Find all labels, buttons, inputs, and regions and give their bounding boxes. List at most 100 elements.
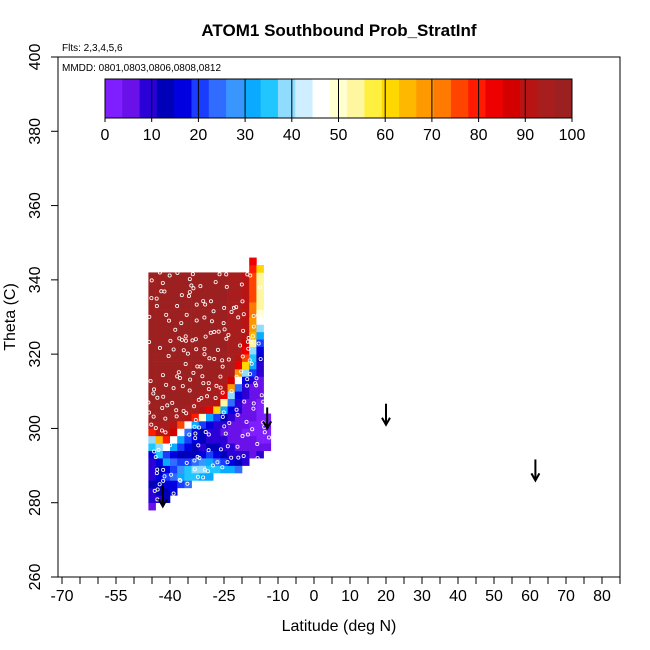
sample-point	[236, 315, 241, 320]
colorbar-swatch	[277, 79, 296, 118]
heat-cell	[148, 435, 156, 444]
sample-point	[238, 343, 243, 348]
heat-cell	[155, 391, 164, 400]
sample-point	[244, 419, 249, 424]
heat-cell	[206, 361, 214, 370]
heat-cell	[249, 361, 257, 370]
x-tick-label: -10	[266, 588, 289, 605]
heat-cell	[184, 361, 192, 370]
heat-cell	[249, 391, 257, 400]
heat-cell	[162, 406, 171, 414]
heat-cell	[177, 287, 185, 296]
heat-cell	[191, 391, 200, 400]
sample-point	[168, 443, 173, 448]
heat-cell	[162, 473, 171, 481]
heat-cell	[234, 413, 243, 422]
heat-cell	[242, 361, 250, 370]
sample-point	[193, 436, 198, 441]
heat-cell	[220, 346, 228, 355]
sample-point	[262, 430, 267, 435]
heat-cell	[191, 406, 200, 414]
sample-point	[222, 424, 227, 429]
heat-cell	[191, 331, 200, 340]
heat-cell	[256, 428, 264, 437]
sample-point	[187, 290, 192, 295]
heat-cell	[234, 317, 243, 325]
sample-point	[193, 418, 198, 423]
heat-cell	[256, 331, 264, 340]
heat-cell	[155, 480, 164, 489]
heat-cell	[234, 279, 243, 288]
sample-point	[240, 354, 245, 359]
colorbar-swatch	[226, 79, 244, 118]
heat-cell	[242, 443, 250, 452]
heat-cell	[220, 331, 228, 340]
heat-cell	[162, 450, 171, 459]
heat-cell	[234, 458, 243, 466]
heat-cell	[242, 413, 250, 422]
sample-point	[221, 321, 226, 326]
heat-cell	[184, 383, 192, 392]
sample-point	[160, 373, 165, 378]
heat-cell	[220, 458, 228, 466]
heat-cell	[177, 391, 185, 400]
heat-cell	[148, 383, 156, 392]
heat-cell	[170, 450, 178, 459]
heat-cell	[177, 435, 185, 444]
sample-point	[251, 313, 256, 318]
x-tick-label: 40	[449, 588, 467, 605]
heat-cell	[177, 450, 185, 459]
heat-cell	[191, 443, 200, 452]
sample-point	[229, 309, 234, 314]
sample-point	[245, 432, 250, 437]
heat-cell	[227, 406, 236, 414]
heat-cell	[220, 309, 228, 318]
y-tick-label: 320	[27, 341, 44, 368]
heat-cell	[234, 465, 243, 474]
heat-cell	[213, 331, 221, 340]
heat-cell	[155, 331, 164, 340]
heat-cell	[249, 331, 257, 340]
heat-cell	[198, 435, 207, 444]
heat-cell	[242, 450, 250, 459]
y-tick-label: 260	[27, 564, 44, 591]
heat-cell	[220, 435, 228, 444]
sample-point	[249, 361, 254, 366]
sample-point	[163, 416, 168, 421]
sample-point	[206, 387, 211, 392]
colorbar-swatch	[243, 79, 262, 118]
heat-cell	[184, 317, 192, 325]
sample-point	[250, 427, 255, 432]
sample-point	[197, 425, 202, 430]
heat-cell	[256, 376, 264, 385]
colorbar-tick-label: 100	[559, 127, 586, 144]
heat-cell	[227, 383, 236, 392]
heat-cell	[198, 302, 207, 310]
heat-cell	[220, 317, 228, 325]
heat-cell	[162, 317, 171, 325]
heat-cell	[256, 383, 264, 392]
heat-cell	[148, 487, 156, 496]
sample-point	[239, 282, 244, 287]
heat-cell	[220, 450, 228, 459]
x-tick-label: 0	[310, 588, 319, 605]
sample-point	[187, 388, 192, 393]
sample-point	[225, 460, 230, 465]
heat-cell	[170, 287, 178, 296]
heat-cell	[227, 317, 236, 325]
colorbar-tick-label: 0	[101, 127, 110, 144]
heat-cell	[234, 287, 243, 296]
sample-point	[174, 408, 179, 413]
sample-point	[157, 270, 162, 275]
heat-cell	[155, 294, 164, 303]
heat-cell	[227, 272, 236, 281]
heat-cell	[184, 294, 192, 303]
sample-point	[202, 346, 207, 351]
heat-cell	[206, 317, 214, 325]
sample-point	[181, 409, 186, 414]
heat-cell	[220, 369, 228, 377]
heat-cell	[242, 428, 250, 437]
sample-point	[165, 403, 170, 408]
heat-cell	[242, 272, 250, 281]
